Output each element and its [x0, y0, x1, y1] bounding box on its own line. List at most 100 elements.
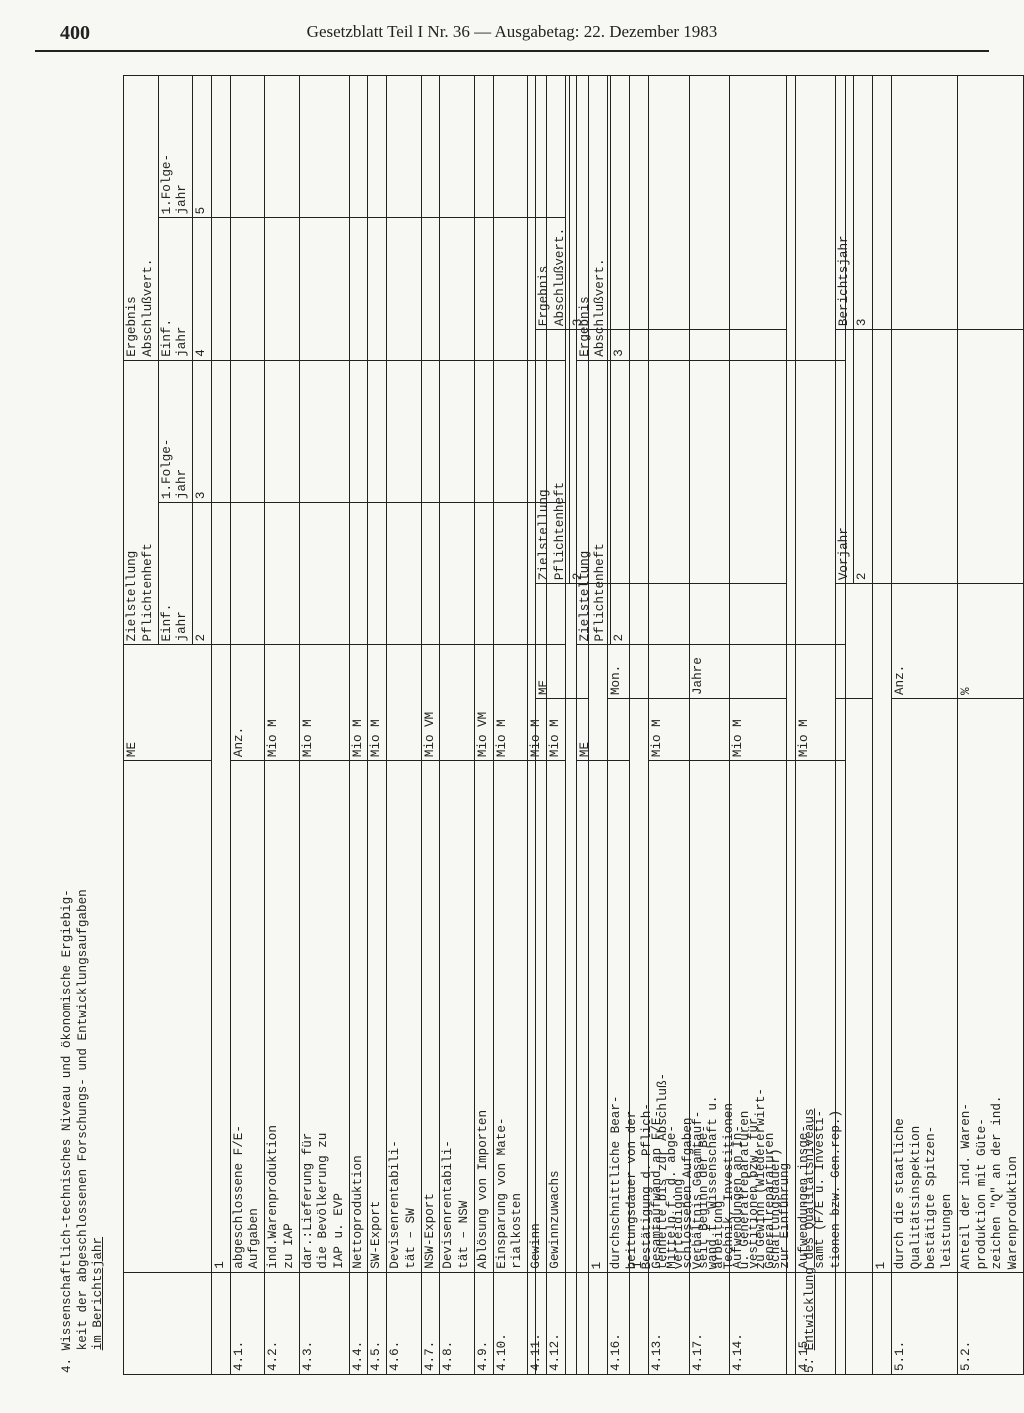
- row-value: [493, 218, 527, 360]
- row-value: [368, 503, 387, 645]
- row-value: [387, 360, 421, 502]
- row-value: [689, 330, 786, 584]
- row-value: [299, 360, 349, 502]
- th-folge-t: 1.Folge-: [160, 439, 174, 499]
- left-column: 4. Wissenschaftlich-technisches Niveau u…: [60, 75, 500, 1383]
- th-einf: Einf. jahr: [158, 503, 192, 645]
- th-cn1: 1: [589, 584, 608, 1273]
- th-erg-c2: Abschlußvert.: [553, 228, 567, 326]
- row-index: 4.8.: [440, 1272, 474, 1374]
- row-value: [421, 503, 440, 645]
- row-desc: SW-Export: [368, 761, 387, 1273]
- row-value: [387, 503, 421, 645]
- row-value: [957, 76, 1023, 330]
- row-index: 5.1.: [891, 1273, 957, 1375]
- table-row: 4.8.Devisenrentabili-tät – NSW: [440, 76, 474, 1375]
- th-folge2-u: jahr: [175, 184, 189, 214]
- row-index: 5.2.: [957, 1273, 1023, 1375]
- th-erg: Ergebnis Abschlußvert.: [124, 76, 158, 361]
- row-me: [387, 645, 421, 761]
- row-value: [349, 218, 368, 360]
- row-value: [387, 76, 421, 218]
- th-n3: 3: [193, 360, 212, 502]
- table-row: 4.2.ind.Warenproduktionzu IAPMio M: [265, 76, 299, 1375]
- row-value: [891, 76, 957, 330]
- row-value: [440, 76, 474, 218]
- table-row: 4.5.SW-ExportMio M: [368, 76, 387, 1375]
- table-row: 4.10.Einsparung von Mate-rialkostenMio M: [493, 76, 527, 1375]
- row-desc: NSW-Export: [421, 761, 440, 1273]
- table-row: 4.1.abgeschlossene F/E-AufgabenAnz.: [230, 76, 264, 1375]
- row-desc: Devisenrentabili-tät – SW: [387, 761, 421, 1273]
- section-4-title: 4. Wissenschaftlich-technisches Niveau u…: [60, 75, 107, 1373]
- row-value: [421, 218, 440, 360]
- th5-n3: 3: [854, 76, 873, 330]
- table-row: 4.9.Ablösung von ImportenMio VM: [474, 76, 493, 1375]
- row-value: [957, 330, 1023, 584]
- row-value: [474, 76, 493, 218]
- row-desc: Ablösung von Importen: [474, 761, 493, 1273]
- row-index: 4.4.: [349, 1272, 368, 1374]
- row-value: [265, 218, 299, 360]
- row-index: 4.2.: [265, 1272, 299, 1374]
- th5-n2: 2: [854, 330, 873, 584]
- row-me: [440, 645, 474, 761]
- th-ziel: Zielstellung Pflichtenheft: [124, 360, 158, 645]
- th-erg-2: Abschlußvert.: [141, 259, 155, 357]
- table-row: 4.17.Verhältnis Gesamtauf-wand f. Wissen…: [689, 76, 786, 1375]
- row-index: 4.3.: [299, 1272, 349, 1374]
- row-value: [440, 360, 474, 502]
- row-value: [299, 218, 349, 360]
- row-value: [349, 360, 368, 502]
- row-value: [440, 503, 474, 645]
- th-folge: 1.Folge- jahr: [158, 360, 192, 502]
- row-desc: dar.:Lieferung fürdie Bevölkerung zuIAP …: [299, 761, 349, 1273]
- row-value: [299, 503, 349, 645]
- row-desc: Nettoproduktion: [349, 761, 368, 1273]
- sec4-line2: keit der abgeschlossenen Forschungs- und…: [76, 889, 90, 1350]
- table-4a: ME Zielstellung Pflichtenheft Ergebnis A…: [123, 75, 565, 1375]
- row-me: Mio M: [493, 645, 527, 761]
- th-me-c: ME: [536, 584, 589, 699]
- row-me: Mio M: [368, 645, 387, 761]
- th-einf-u: jahr: [175, 611, 189, 641]
- th-erg-c: Ergebnis Abschlußvert.: [536, 76, 570, 330]
- row-value: [689, 76, 786, 330]
- th-ziel-2: Pflichtenheft: [141, 543, 155, 641]
- page: 400 Gesetzblatt Teil I Nr. 36 — Ausgabet…: [0, 0, 1024, 1413]
- sec5-title-text: Entwicklung des Qualitätsniveaus: [803, 1108, 817, 1350]
- row-me: Anz.: [891, 584, 957, 699]
- row-desc: abgeschlossene F/E-Aufgaben: [230, 761, 264, 1273]
- th-folge2: 1.Folge- jahr: [158, 76, 192, 218]
- row-value: [607, 76, 689, 330]
- row-value: [493, 503, 527, 645]
- row-index: 4.10.: [493, 1272, 527, 1374]
- row-me: Mio VM: [421, 645, 440, 761]
- row-desc: durchschnittliche Bear-beitungsdauer von…: [607, 699, 689, 1273]
- row-desc: ind.Warenproduktionzu IAP: [265, 761, 299, 1273]
- row-value: [607, 330, 689, 584]
- table-4c: ME Zielstellung Pflichtenheft Ergebnis A…: [535, 75, 787, 1375]
- th-cn3: 3: [570, 76, 589, 330]
- th-ber: Berichtsjahr: [835, 76, 854, 330]
- row-value: [265, 76, 299, 218]
- th-folge-u: jahr: [175, 469, 189, 499]
- section-5-title: 5. Entwicklung des Qualitätsniveaus: [803, 75, 819, 1373]
- row-value: [440, 218, 474, 360]
- row-me: Mon.: [607, 584, 689, 699]
- table-row: 4.4.NettoproduktionMio M: [349, 76, 368, 1375]
- sec4-num: 4.: [60, 1358, 74, 1373]
- left-column-inner: 4. Wissenschaftlich-technisches Niveau u…: [60, 75, 500, 1375]
- th-folge2-t: 1.Folge-: [160, 154, 174, 214]
- masthead: Gesetzblatt Teil I Nr. 36 — Ausgabetag: …: [0, 22, 1024, 42]
- row-value: [230, 360, 264, 502]
- row-value: [493, 360, 527, 502]
- row-value: [230, 76, 264, 218]
- row-value: [265, 360, 299, 502]
- row-desc: Anteil der ind. Waren-produktion mit Güt…: [957, 699, 1023, 1273]
- row-value: [368, 360, 387, 502]
- th-cn2: 2: [570, 330, 589, 584]
- row-value: [349, 76, 368, 218]
- table-5: Vorjahr Berichtsjahr 2 3 1: [835, 75, 1024, 1375]
- row-value: [891, 330, 957, 584]
